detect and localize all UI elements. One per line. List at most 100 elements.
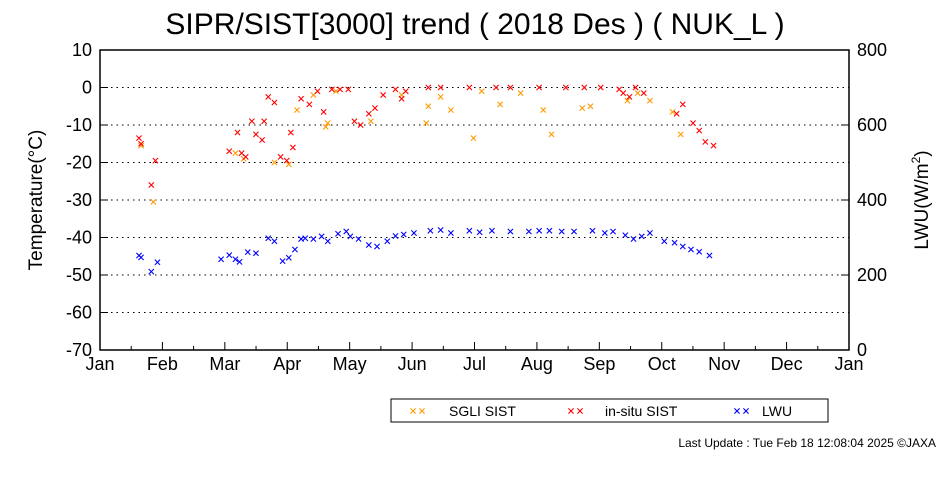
data-point bbox=[236, 258, 243, 265]
data-point bbox=[702, 138, 709, 145]
data-point bbox=[283, 157, 290, 164]
y-tick-label: 10 bbox=[72, 40, 92, 60]
data-point bbox=[285, 161, 292, 168]
data-point bbox=[517, 90, 524, 97]
data-point bbox=[302, 235, 309, 242]
data-point bbox=[671, 239, 678, 246]
data-point bbox=[425, 84, 432, 91]
x-tick-label: May bbox=[333, 354, 367, 374]
data-point bbox=[622, 232, 629, 239]
x-tick-label: Dec bbox=[771, 354, 803, 374]
data-point bbox=[562, 84, 569, 91]
legend: SGLI SIST in-situ SIST LWU bbox=[390, 398, 829, 423]
data-point bbox=[226, 148, 233, 155]
x-tick-label: Jan bbox=[85, 354, 114, 374]
data-point bbox=[525, 228, 532, 235]
data-point bbox=[367, 118, 374, 125]
y2-tick-label: 0 bbox=[857, 340, 867, 360]
data-point bbox=[493, 84, 500, 91]
y-tick-label: 0 bbox=[82, 78, 92, 98]
data-point bbox=[314, 88, 321, 95]
data-point bbox=[425, 103, 432, 110]
y-tick-label: -40 bbox=[66, 228, 92, 248]
y2-axis-label-sup: 2 bbox=[909, 156, 923, 163]
data-point bbox=[244, 249, 251, 256]
data-point bbox=[548, 131, 555, 138]
data-point bbox=[371, 105, 378, 112]
y-tick-label: -70 bbox=[66, 340, 92, 360]
data-point bbox=[355, 236, 362, 242]
data-point bbox=[696, 127, 703, 134]
data-point bbox=[470, 135, 477, 142]
data-point bbox=[261, 118, 268, 125]
data-point bbox=[581, 84, 588, 91]
data-point bbox=[357, 122, 364, 128]
data-point bbox=[285, 254, 292, 261]
data-point bbox=[476, 229, 483, 236]
data-point bbox=[345, 86, 352, 93]
x-tick-label: Aug bbox=[521, 354, 553, 374]
data-point bbox=[332, 88, 339, 95]
y-tick-label: -10 bbox=[66, 115, 92, 135]
x-tick-label: Jun bbox=[398, 354, 427, 374]
data-point bbox=[634, 90, 641, 97]
data-point bbox=[677, 131, 684, 138]
footer-last-update: Last Update : Tue Feb 18 12:08:04 2025 ©… bbox=[678, 436, 936, 450]
data-point bbox=[234, 129, 241, 136]
x-tick-label: Jul bbox=[463, 354, 486, 374]
data-point bbox=[343, 228, 350, 235]
data-point bbox=[620, 90, 627, 97]
data-point bbox=[337, 86, 344, 93]
data-point bbox=[271, 159, 278, 166]
data-point bbox=[624, 97, 631, 104]
data-point bbox=[688, 246, 694, 253]
legend-label-sgli: SGLI SIST bbox=[449, 403, 516, 419]
data-point bbox=[587, 103, 594, 110]
data-point bbox=[437, 84, 444, 91]
data-point bbox=[601, 230, 608, 236]
data-point bbox=[571, 228, 578, 235]
legend-marker bbox=[568, 408, 574, 414]
data-point bbox=[546, 227, 553, 234]
data-point bbox=[630, 236, 637, 242]
y2-axis-label: LWU(W/m2) bbox=[909, 150, 933, 249]
data-point bbox=[632, 84, 639, 91]
data-point bbox=[540, 107, 547, 113]
x-tick-label: Apr bbox=[273, 354, 301, 374]
data-point bbox=[306, 101, 313, 108]
y-tick-label: -20 bbox=[66, 153, 92, 173]
data-point bbox=[679, 243, 686, 250]
x-tick-label: Feb bbox=[147, 354, 178, 374]
legend-label-lwu: LWU bbox=[762, 403, 792, 419]
data-point bbox=[150, 198, 157, 205]
axis-ticks: 100-10-20-30-40-50-60-708006004002000Jan… bbox=[66, 40, 887, 374]
data-point bbox=[536, 84, 543, 91]
legend-marker bbox=[577, 408, 583, 414]
data-point bbox=[497, 101, 504, 108]
data-point bbox=[558, 228, 565, 235]
data-point bbox=[447, 107, 454, 113]
series-1 bbox=[136, 84, 717, 188]
data-point bbox=[242, 153, 249, 160]
legend-box bbox=[390, 398, 829, 423]
data-point bbox=[392, 233, 399, 239]
data-point bbox=[597, 84, 604, 91]
data-point bbox=[507, 228, 514, 235]
data-point bbox=[248, 118, 255, 125]
y2-tick-label: 200 bbox=[857, 265, 887, 285]
chart-title: SIPR/SIST[3000] trend ( 2018 Des ) ( NUK… bbox=[165, 8, 784, 41]
data-point bbox=[669, 108, 676, 115]
data-point bbox=[265, 235, 272, 242]
y2-tick-label: 800 bbox=[857, 40, 887, 60]
data-point bbox=[347, 233, 354, 240]
y-tick-label: -60 bbox=[66, 303, 92, 323]
data-point bbox=[324, 238, 331, 245]
data-point bbox=[138, 254, 145, 261]
data-point bbox=[148, 182, 155, 188]
data-point bbox=[318, 233, 325, 240]
gridlines bbox=[100, 87, 849, 313]
data-point bbox=[646, 230, 653, 236]
data-point bbox=[328, 86, 335, 93]
data-point bbox=[298, 95, 305, 102]
